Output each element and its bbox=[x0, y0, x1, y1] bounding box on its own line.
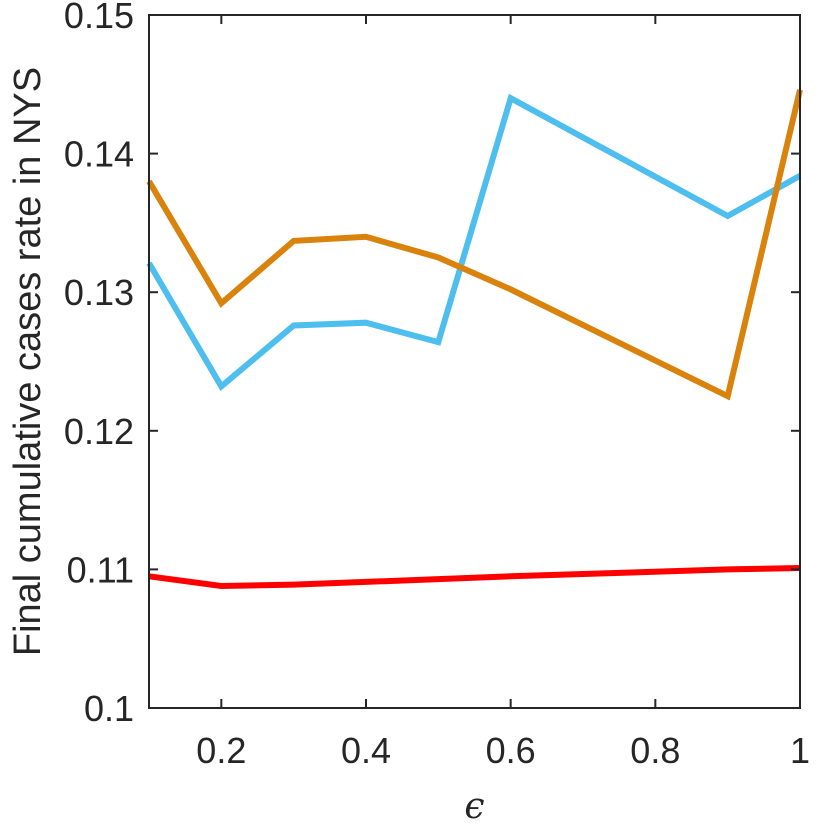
series-line-1 bbox=[146, 93, 802, 391]
series-line-3 bbox=[148, 565, 801, 590]
y-tick-label: 0.11 bbox=[67, 549, 134, 590]
series-layer bbox=[146, 89, 803, 590]
x-tick-label: 0.8 bbox=[630, 730, 680, 771]
x-tick-label: 0.6 bbox=[486, 730, 536, 771]
x-tick-label: 1 bbox=[790, 730, 810, 771]
y-tick-label: 0.12 bbox=[64, 411, 134, 452]
y-tick-label: 0.13 bbox=[64, 272, 134, 313]
x-tick-label: 0.2 bbox=[196, 730, 246, 771]
x-axis: 0.2 0.4 0.6 0.8 1 bbox=[196, 15, 810, 771]
y-tick-label: 0.14 bbox=[64, 134, 134, 175]
y-tick-label: 0.1 bbox=[84, 688, 134, 729]
x-axis-label: ϵ bbox=[464, 786, 484, 827]
y-tick-label: 0.15 bbox=[64, 0, 134, 36]
series-line-2 bbox=[146, 89, 803, 401]
plot-frame bbox=[148, 14, 801, 709]
x-tick-label: 0.4 bbox=[341, 730, 391, 771]
y-axis-label: Final cumulative cases rate in NYS bbox=[7, 67, 49, 656]
y-axis: 0.1 0.11 0.12 0.13 0.14 0.15 bbox=[64, 0, 800, 729]
